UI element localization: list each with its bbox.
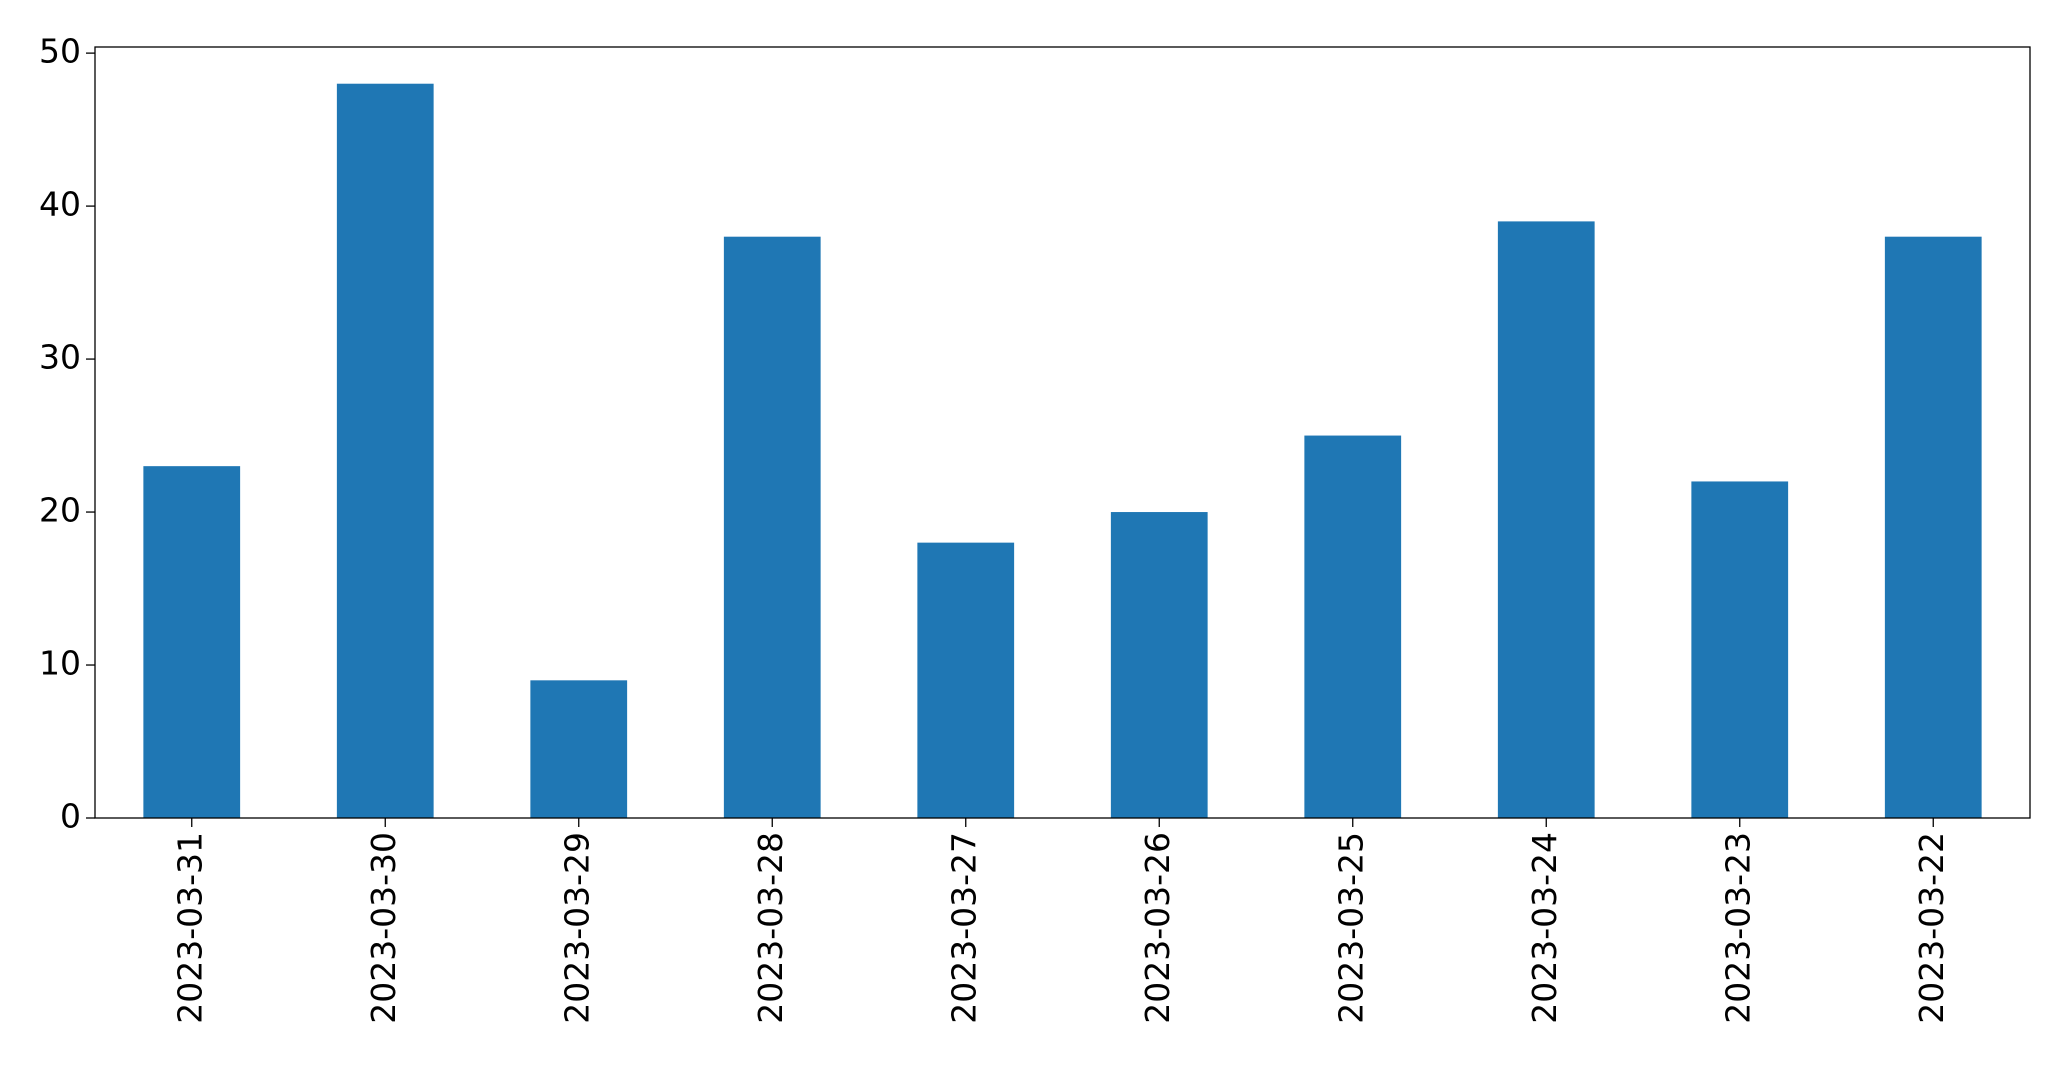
x-tick-label: 2023-03-27 (944, 832, 983, 1024)
x-tick-label: 2023-03-29 (557, 832, 596, 1024)
plot-frame (94, 46, 2031, 819)
x-tick-label: 2023-03-24 (1525, 832, 1564, 1024)
x-tick-label: 2023-03-26 (1138, 832, 1177, 1024)
x-tick-label: 2023-03-23 (1718, 832, 1757, 1024)
y-tick-label: 40 (39, 185, 81, 224)
x-tick-label: 2023-03-25 (1331, 832, 1370, 1024)
bar (1884, 236, 1982, 818)
bar (1691, 481, 1789, 818)
bar (530, 680, 628, 818)
x-tick-label: 2023-03-31 (170, 832, 209, 1024)
y-tick-label: 10 (39, 644, 81, 683)
x-tick-label: 2023-03-22 (1912, 832, 1951, 1024)
x-tick-label: 2023-03-30 (364, 832, 403, 1024)
y-tick-label: 50 (39, 32, 81, 71)
bar (723, 236, 821, 818)
bar (336, 83, 434, 818)
bar (1497, 221, 1595, 819)
bar (1110, 512, 1208, 818)
bar (143, 466, 241, 818)
bar (917, 542, 1015, 818)
bar (1304, 435, 1402, 818)
y-tick-label: 20 (39, 491, 81, 530)
x-tick-label: 2023-03-28 (751, 832, 790, 1024)
y-tick-label: 30 (39, 338, 81, 377)
y-tick-label: 0 (60, 797, 81, 836)
